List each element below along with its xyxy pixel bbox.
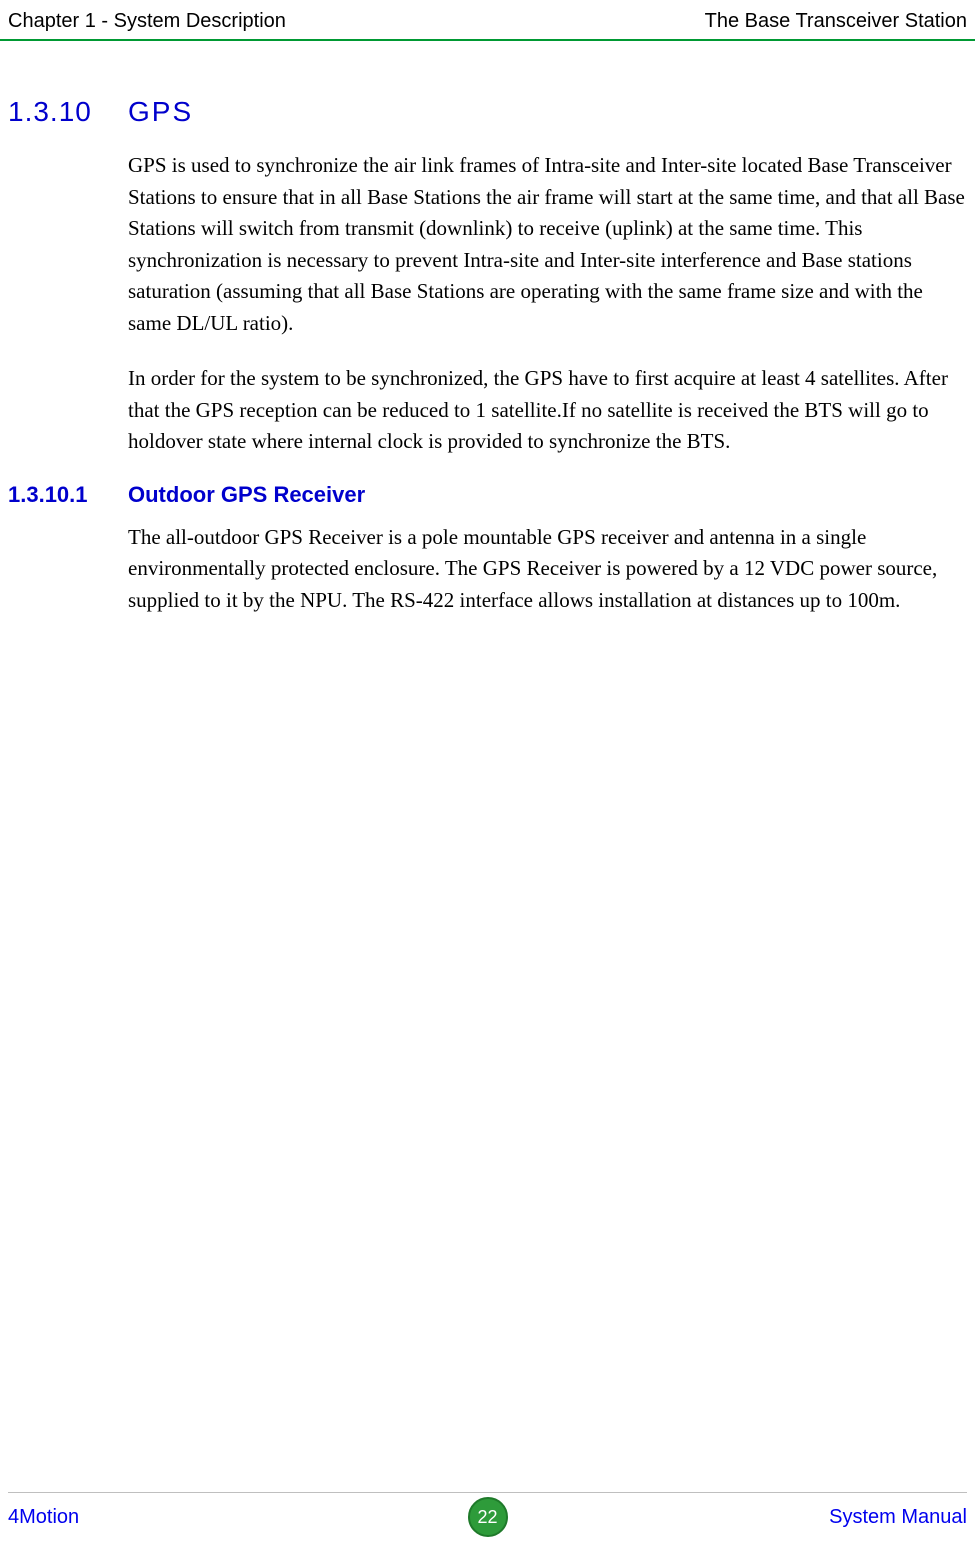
footer-center: 22: [468, 1497, 508, 1537]
section-heading-outdoor-gps: 1.3.10.1 Outdoor GPS Receiver: [8, 482, 967, 508]
page-number-badge: 22: [468, 1497, 508, 1537]
subsection-title: Outdoor GPS Receiver: [128, 482, 967, 508]
section-title: GPS: [128, 96, 967, 128]
page-footer: 4Motion 22 System Manual: [0, 1497, 975, 1537]
paragraph: GPS is used to synchronize the air link …: [128, 150, 967, 339]
footer-rule: [8, 1492, 967, 1493]
header-left: Chapter 1 - System Description: [8, 10, 286, 33]
footer-right: System Manual: [508, 1506, 968, 1529]
section-heading-gps: 1.3.10 GPS: [8, 96, 967, 128]
footer-left: 4Motion: [8, 1506, 468, 1529]
subsection-number: 1.3.10.1: [8, 482, 128, 508]
paragraph: In order for the system to be synchroniz…: [128, 363, 967, 458]
page-header: Chapter 1 - System Description The Base …: [0, 0, 975, 41]
page-content: 1.3.10 GPS GPS is used to synchronize th…: [0, 41, 975, 616]
section-number: 1.3.10: [8, 96, 128, 128]
header-right: The Base Transceiver Station: [705, 10, 967, 33]
page: Chapter 1 - System Description The Base …: [0, 0, 975, 1545]
paragraph: The all-outdoor GPS Receiver is a pole m…: [128, 522, 967, 617]
